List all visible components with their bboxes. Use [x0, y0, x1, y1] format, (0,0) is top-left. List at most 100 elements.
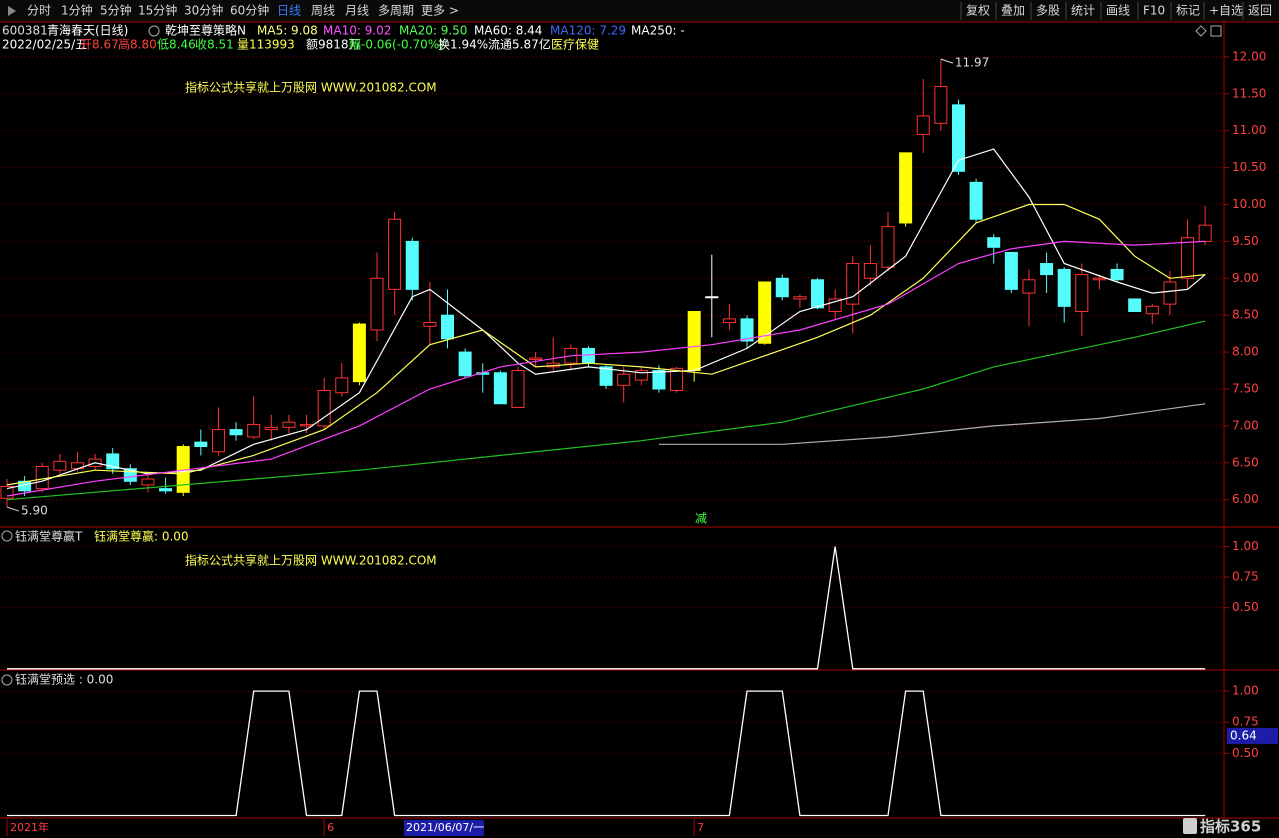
candle-body	[211, 429, 225, 453]
panel-icon	[1, 530, 13, 542]
info-field: 低8.46	[157, 38, 196, 52]
watermark: 指标公式共享就上万股网 WWW.201082.COM	[185, 80, 437, 95]
candle-body	[969, 181, 983, 220]
candle-body	[141, 478, 155, 486]
toolbar-button[interactable]: F10	[1143, 4, 1165, 18]
toolbar-button[interactable]: 标记	[1176, 4, 1200, 18]
y-tick-label: 1.00	[1232, 539, 1259, 553]
candle-body	[811, 279, 825, 309]
toolbar-button[interactable]: 叠加	[1001, 4, 1025, 18]
candle-body	[722, 318, 736, 324]
info-field: 流通5.87亿	[488, 37, 551, 52]
ma-label: MA250: -	[631, 24, 685, 38]
candle-body	[740, 318, 754, 342]
candle-body	[1004, 251, 1018, 290]
annotation-marker	[6, 506, 20, 512]
candle-body	[53, 460, 67, 471]
info-field: 量113993	[237, 38, 295, 52]
toolbar-tab[interactable]: 60分钟	[230, 3, 269, 18]
ma-line	[6, 240, 1206, 497]
y-tick-label: 7.00	[1232, 418, 1259, 432]
panel-title: 钰满堂预选 : 0.00	[15, 673, 113, 687]
ma-label: MA120: 7.29	[550, 24, 626, 38]
toolbar-tab[interactable]: 30分钟	[184, 3, 223, 18]
candle-body	[529, 357, 543, 360]
toolbar-button[interactable]: 返回	[1248, 4, 1272, 18]
ma-label: MA20: 9.50	[399, 24, 467, 38]
candle-body	[0, 485, 14, 499]
toolbar-button[interactable]: 复权	[966, 4, 990, 18]
ma-label: MA5: 9.08	[257, 24, 318, 38]
candle-body	[581, 347, 595, 364]
toolbar-button[interactable]: 多股	[1036, 4, 1060, 18]
toolbar-button[interactable]: 画线	[1106, 4, 1130, 18]
logo-icon	[1183, 818, 1197, 834]
info-field: 医疗保健	[551, 38, 599, 52]
cursor-date: 2021/06/07/一	[406, 821, 484, 834]
ma-line	[658, 403, 1206, 445]
toolbar-tab[interactable]: 周线	[311, 4, 335, 18]
cursor-value: 0.64	[1230, 728, 1257, 742]
info-field: 幅-0.06(-0.70%)	[349, 37, 444, 52]
candle-body	[159, 488, 173, 492]
watermark: 指标公式共享就上万股网 WWW.201082.COM	[185, 553, 437, 568]
candle-body	[264, 426, 278, 431]
candle-body	[229, 429, 243, 436]
ma-line	[6, 203, 1206, 486]
candle-body	[1181, 237, 1195, 279]
candle-body	[1128, 298, 1142, 313]
candle-body	[987, 237, 1001, 248]
y-tick-label: 0.75	[1232, 570, 1259, 584]
toolbar-button[interactable]: 统计	[1071, 4, 1095, 18]
toolbar-tab[interactable]: 多周期	[378, 4, 414, 18]
candle-body	[1198, 224, 1212, 242]
candle-body	[1163, 281, 1177, 305]
x-tick-label: 6	[327, 821, 334, 834]
ma-line	[6, 148, 1206, 490]
info-field: 换1.94%	[438, 38, 488, 52]
candle-body	[793, 296, 807, 300]
candle-body	[458, 351, 472, 377]
toolbar-tab[interactable]: 1分钟	[61, 3, 93, 18]
candle-body	[335, 377, 349, 394]
y-tick-label: 9.50	[1232, 234, 1259, 248]
candle-body	[247, 423, 261, 438]
candle-body	[705, 296, 719, 299]
candle-body	[511, 370, 525, 408]
info-field: 收8.51	[195, 38, 234, 52]
toolbar-tab[interactable]: 分时	[27, 4, 51, 18]
toolbar-tab[interactable]: 更多 >	[421, 4, 459, 18]
candle-body	[352, 323, 366, 383]
y-tick-label: 8.00	[1232, 345, 1259, 359]
candle-body	[951, 104, 965, 172]
y-tick-label: 7.50	[1232, 381, 1259, 395]
toolbar-tab[interactable]: 日线	[277, 4, 301, 18]
y-tick-label: 0.50	[1232, 746, 1259, 760]
panel-icon	[1195, 25, 1207, 37]
y-tick-label: 10.00	[1232, 197, 1266, 211]
candle-body	[1040, 263, 1054, 276]
strategy-name: 乾坤至尊策略N	[165, 23, 246, 38]
panel-icon	[1, 674, 13, 686]
info-field: 开8.67	[80, 38, 119, 52]
candle-body	[934, 85, 948, 124]
candle-body	[652, 370, 666, 390]
toolbar-tab[interactable]: 5分钟	[100, 3, 132, 18]
candle-body	[1057, 268, 1071, 307]
candle-body	[405, 240, 419, 290]
candle-body	[35, 465, 49, 490]
x-tick-label: 2021年	[10, 820, 49, 834]
cursor-date-box	[404, 820, 484, 836]
candle-body	[634, 370, 648, 381]
candle-body	[194, 441, 208, 448]
info-icon	[148, 25, 160, 37]
toolbar-button[interactable]: +自选	[1209, 4, 1243, 18]
ma-label: MA60: 8.44	[474, 24, 542, 38]
candle-body	[493, 372, 507, 405]
toolbar-tab[interactable]: 15分钟	[138, 3, 177, 18]
toolbar-tab[interactable]: 月线	[345, 4, 369, 18]
y-tick-label: 6.50	[1232, 455, 1259, 469]
candle-body	[775, 277, 789, 298]
